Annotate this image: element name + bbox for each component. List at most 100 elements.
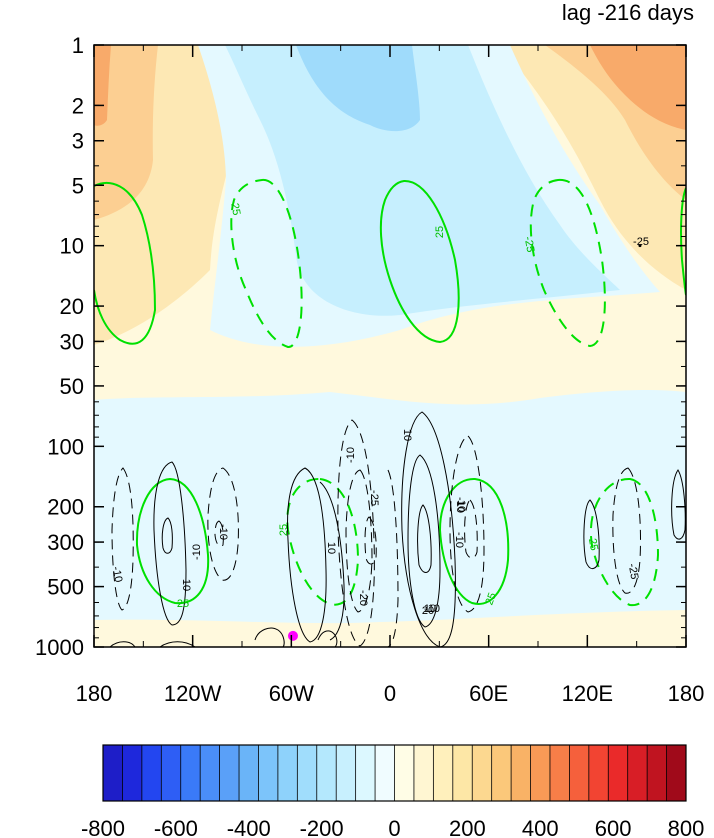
colorbar: -800 -600 -400 -200 0 200 400 600 800 [81, 744, 705, 838]
colorbar-cell [375, 745, 395, 801]
contour-label: 25 [278, 524, 290, 536]
shade-negative-100-200 [296, 45, 420, 132]
green-contour-solid [135, 477, 210, 605]
contour-label: 25 [586, 537, 600, 551]
colorbar-cell [258, 745, 279, 801]
colorbar-cell [549, 745, 570, 801]
small-dot-marker [638, 244, 642, 248]
green-contour-solid [680, 187, 686, 296]
contour-label: 25 [434, 226, 446, 238]
colorbar-cell [666, 745, 687, 801]
colorbar-tick-label: 600 [595, 816, 632, 838]
colorbar-tick-label: 0 [388, 816, 400, 838]
black-contour-dashed [214, 520, 224, 547]
x-axis: 180 120W 60W 0 60E 120E 180 [76, 45, 704, 706]
y-tick-label: 200 [47, 495, 84, 520]
contour-label: -10 [110, 566, 125, 584]
contour-label: 10 [325, 542, 337, 554]
black-contour-dashed [207, 467, 239, 581]
y-tick-label: 10 [60, 234, 84, 259]
y-tick-label: 1 [72, 33, 84, 58]
green-contour-solid [379, 179, 460, 344]
colorbar-cell [200, 745, 220, 801]
colorbar-cell [433, 745, 454, 801]
colorbar-frame [102, 744, 687, 802]
y-tick-label: 1000 [35, 635, 84, 660]
black-contour-solid [287, 467, 327, 643]
contour-label: 10 [401, 429, 413, 441]
black-contour-solid [417, 504, 432, 573]
colorbar-cell [491, 745, 512, 801]
contour-label: 10 [455, 500, 467, 512]
colorbar-cell [122, 745, 143, 801]
colorbar-cell [103, 745, 123, 801]
colorbar-cell [239, 745, 259, 801]
x-tick-label: 60E [469, 681, 508, 706]
green-contour-solid [94, 181, 157, 345]
green-contour-dashed [529, 178, 606, 348]
black-contour-solid [153, 461, 187, 626]
colorbar-cell [608, 745, 628, 801]
x-tick-label: 120E [562, 681, 613, 706]
black-contour-solid [583, 499, 600, 569]
colorbar-cell [647, 745, 667, 801]
colorbar-cell [452, 745, 473, 801]
black-contour-dashed [111, 467, 134, 611]
colorbar-tick-label: 800 [668, 816, 705, 838]
colorbar-tick-label: -800 [81, 816, 125, 838]
y-tick-label: 5 [72, 173, 84, 198]
y-tick-label: 50 [60, 374, 84, 399]
colorbar-cell [219, 745, 240, 801]
colorbar-cell [161, 745, 182, 801]
black-contour-dashed [449, 435, 485, 613]
colorbar-cell [355, 745, 376, 801]
black-contour-dashed [337, 419, 375, 647]
colorbar-cell [277, 745, 298, 801]
colorbar-cell [627, 745, 648, 801]
colorbar-cell [394, 745, 415, 801]
black-contour-solid [254, 627, 285, 647]
contour-label: 10 [424, 603, 436, 615]
colorbar-cell [141, 745, 162, 801]
y-tick-label: 300 [47, 530, 84, 555]
y-tick-label: 100 [47, 434, 84, 459]
green-contour-dashed [230, 178, 303, 348]
black-contour-solid [671, 469, 686, 540]
y-tick-label: 500 [47, 575, 84, 600]
contour-label: -10 [424, 603, 440, 615]
black-contour-solid [161, 517, 173, 554]
marker-group [287, 244, 642, 641]
shade-negative-50-100 [225, 45, 620, 316]
contour-label-group: -25-2525-25-1010-10-10-101025-252510-201… [110, 199, 649, 617]
contour-label: -10 [454, 497, 466, 513]
shade-positive-near-surface [94, 610, 686, 647]
contour-label: -10 [453, 532, 465, 548]
y-tick-label: 30 [60, 329, 84, 354]
shade-positive-200-300-right [590, 45, 686, 130]
black-contour-dashed [612, 467, 641, 594]
colorbar-cell [336, 745, 356, 801]
contour-label: -10 [191, 544, 203, 560]
x-tick-label: 60W [269, 681, 314, 706]
y-tick-label: 3 [72, 129, 84, 154]
colorbar-cell [530, 745, 551, 801]
colorbar-cell [316, 745, 337, 801]
black-contour-solid [407, 454, 441, 628]
colorbar-cell [297, 745, 318, 801]
x-tick-label: 180 [76, 681, 113, 706]
contour-label: 10 [180, 579, 192, 591]
plot-area [94, 45, 686, 647]
colorbar-tick-label: -600 [154, 816, 198, 838]
colorbar-tick-label: 400 [522, 816, 559, 838]
contour-label: -25 [368, 490, 380, 506]
colorbar-cell [569, 745, 590, 801]
x-tick-label: 0 [384, 681, 396, 706]
contour-label: -25 [228, 199, 243, 217]
shade-positive-100-200-left [94, 45, 158, 220]
black-contour-dashed [364, 516, 377, 565]
contour-label: 25 [483, 591, 498, 607]
black-contour-dashed [387, 469, 399, 647]
colorbar-cell [511, 745, 531, 801]
